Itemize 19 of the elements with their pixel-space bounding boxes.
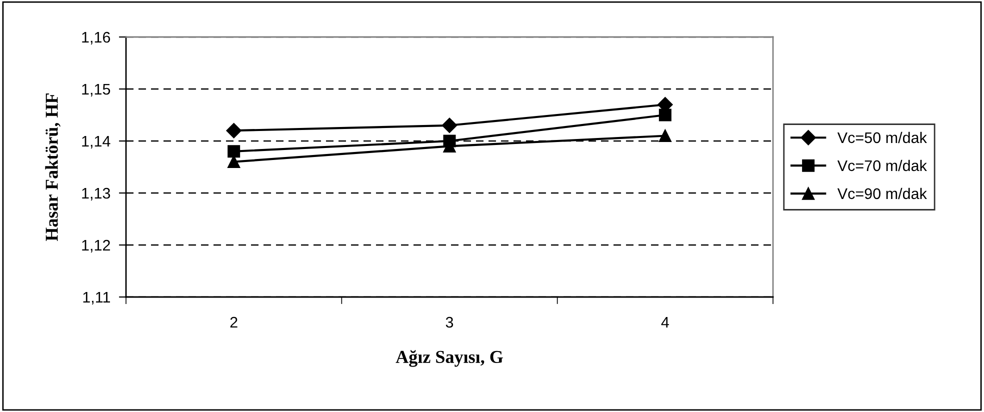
x-tick-label: 3 xyxy=(446,316,454,328)
point xyxy=(658,130,672,142)
legend-label: Vc=50 m/dak xyxy=(837,132,927,144)
point xyxy=(226,123,242,138)
y-tick-label: 1,14 xyxy=(82,136,110,148)
x-tick-label: 2 xyxy=(230,316,238,328)
x-axis-title: Ağız Sayısı, G xyxy=(396,350,503,367)
y-tick-label: 1,16 xyxy=(82,32,110,44)
legend-label: Vc=70 m/dak xyxy=(837,160,927,172)
legend-label: Vc=90 m/dak xyxy=(837,188,927,200)
x-tick-label: 4 xyxy=(661,317,669,328)
point xyxy=(658,108,672,122)
y-tick-label: 1,15 xyxy=(82,84,110,96)
y-tick-label: 1,12 xyxy=(82,240,110,252)
y-axis-title: Hasar Faktörü, HF xyxy=(45,94,60,242)
point xyxy=(442,118,458,133)
point xyxy=(228,145,240,158)
y-tick-label: 1,11 xyxy=(83,292,110,304)
y-tick-label: 1,13 xyxy=(82,188,110,200)
